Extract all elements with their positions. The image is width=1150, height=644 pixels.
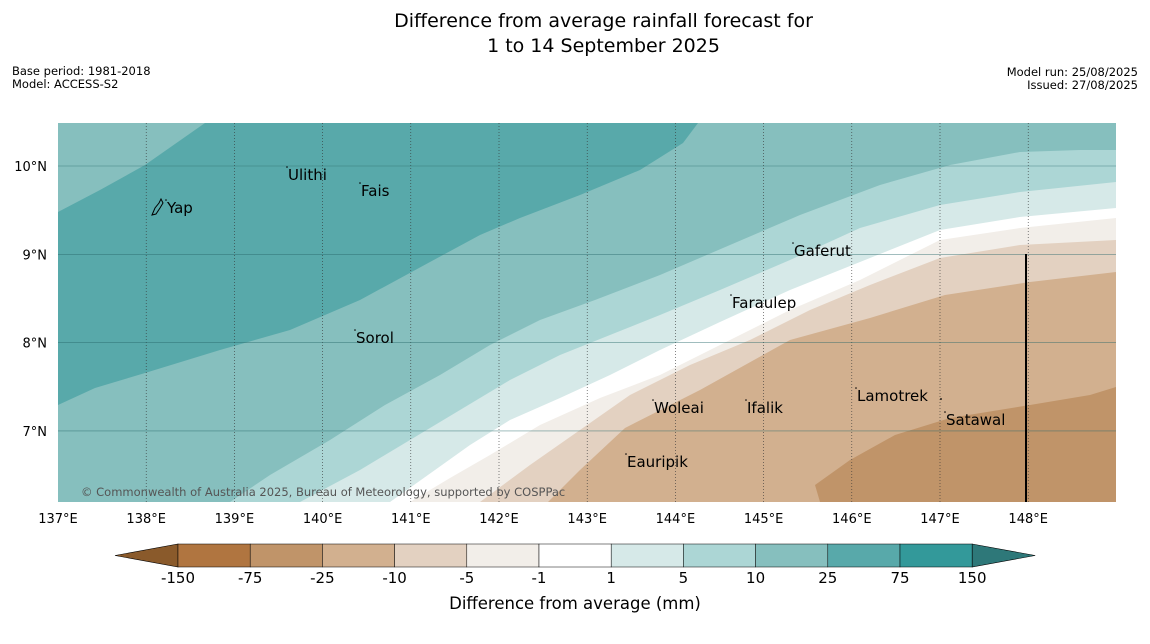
colorbar-tick-label: -1 [532, 569, 547, 587]
place-label-sorol: Sorol [356, 329, 394, 347]
lon-tick-label: 146°E [832, 512, 872, 527]
colorbar-tick-label: 1 [606, 569, 616, 587]
colorbar-title: Difference from average (mm) [449, 594, 701, 613]
lon-tick-label: 143°E [567, 512, 607, 527]
graticule [58, 123, 1116, 502]
colorbar-tick-label: 25 [818, 569, 837, 587]
place-labels: Yap Ulithi Fais Gaferut Faraulep Sorol Lamotre… [165, 166, 1005, 471]
place-label-faraulep: Faraulep [732, 294, 796, 312]
colorbar-swatch [466, 543, 540, 568]
colorbar-swatch [610, 543, 684, 568]
colorbar-tick-label: -5 [459, 569, 474, 587]
colorbar-swatch [683, 543, 756, 568]
lon-tick-label: 145°E [744, 512, 784, 527]
lon-tick-label: 147°E [920, 512, 960, 527]
colorbar-extend-high [971, 543, 1036, 568]
island-marker [944, 411, 946, 413]
lat-tick-label: 8°N [23, 337, 48, 352]
place-label-gaferut: Gaferut [794, 242, 851, 260]
island-marker [730, 294, 732, 296]
colorbar-swatch [827, 543, 901, 568]
lon-tick-label: 138°E [126, 512, 166, 527]
island-marker [286, 166, 288, 168]
colorbar-tick-label: -25 [310, 569, 335, 587]
colorbar-tick-label: 5 [679, 569, 689, 587]
place-label-yap: Yap [166, 199, 193, 217]
island-marker [165, 199, 167, 201]
copyright-text: © Commonwealth of Australia 2025, Bureau… [81, 485, 565, 499]
island-marker [855, 387, 857, 389]
issued-text: Issued: 27/08/2025 [1027, 78, 1138, 92]
place-label-ulithi: Ulithi [288, 166, 327, 184]
place-label-ifalik: Ifalik [747, 399, 783, 417]
colorbar-swatch [899, 543, 973, 568]
colorbar-tick-label: 75 [890, 569, 909, 587]
title-line-1: Difference from average rainfall forecas… [394, 10, 813, 32]
lon-tick-label: 137°E [38, 512, 78, 527]
contour-map: Yap Ulithi Fais Gaferut Faraulep Sorol Lamotre… [58, 123, 1116, 502]
island-dot [940, 398, 942, 400]
island-marker [625, 453, 627, 455]
place-label-lamotrek: Lamotrek [857, 387, 928, 405]
base-info: Base period: 1981-2018 Model: ACCESS-S2 [12, 65, 151, 91]
colorbar-swatch [755, 543, 829, 568]
place-label-fais: Fais [361, 182, 390, 200]
map-title: Difference from average rainfall forecas… [0, 9, 1150, 59]
island-marker [745, 399, 747, 401]
colorbar-extend-low [114, 543, 179, 568]
place-label-satawal: Satawal [946, 411, 1005, 429]
lon-tick-label: 142°E [479, 512, 519, 527]
island-marker [359, 182, 361, 184]
model-run-text: Model run: 25/08/2025 [1006, 65, 1138, 79]
lon-tick-label: 144°E [656, 512, 696, 527]
colorbar-swatch [249, 543, 323, 568]
run-info: Model run: 25/08/2025 Issued: 27/08/2025 [1007, 66, 1138, 92]
lon-tick-label: 139°E [215, 512, 255, 527]
colorbar-tick-label: -75 [238, 569, 263, 587]
colorbar-tick-label: -10 [382, 569, 407, 587]
lat-tick-label: 9°N [23, 248, 48, 263]
place-label-woleai: Woleai [654, 399, 704, 417]
island-marker [792, 242, 794, 244]
colorbar-swatch [177, 543, 251, 568]
lat-tick-label: 7°N [23, 425, 48, 440]
model-text: Model: ACCESS-S2 [12, 77, 119, 91]
lon-tick-label: 140°E [303, 512, 343, 527]
yap-island-outline [151, 197, 164, 216]
lat-tick-label: 10°N [14, 160, 47, 175]
colorbar-swatch [322, 543, 395, 568]
colorbar-swatch [538, 543, 612, 568]
island-marker [652, 399, 654, 401]
colorbar-swatch [394, 543, 468, 568]
colorbar-tick-label: 10 [746, 569, 765, 587]
latitude-ticks: 10°N 9°N 8°N 7°N [14, 160, 47, 440]
contour-band-75 [58, 123, 698, 405]
contour-band-minus75 [815, 387, 1116, 502]
longitude-ticks: 137°E 138°E 139°E 140°E 141°E 142°E 143°E 144°E… [38, 512, 1048, 527]
lon-tick-label: 148°E [1008, 512, 1048, 527]
colorbar: -150 -75 -25 -10 -5 -1 1 5 10 25 75 150 [114, 543, 1036, 587]
colorbar-tick-label: -150 [161, 569, 195, 587]
base-period-text: Base period: 1981-2018 [12, 64, 151, 78]
place-label-eauripik: Eauripik [627, 453, 688, 471]
lon-tick-label: 141°E [391, 512, 431, 527]
colorbar-tick-label: 150 [958, 569, 987, 587]
island-marker [354, 329, 356, 331]
title-line-2: 1 to 14 September 2025 [487, 35, 720, 57]
